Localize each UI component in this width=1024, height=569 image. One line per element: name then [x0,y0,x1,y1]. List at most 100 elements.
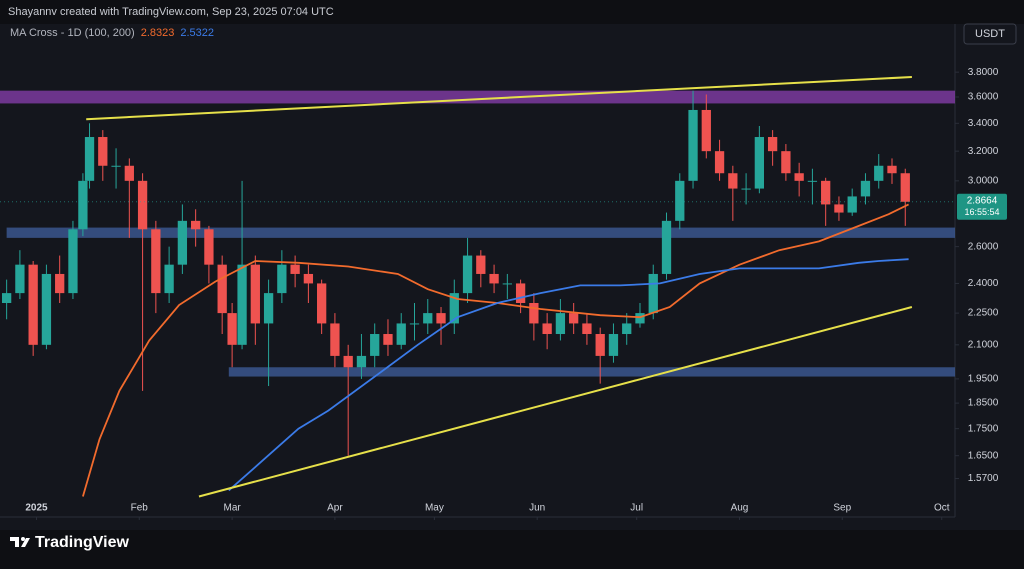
x-tick-label: Apr [327,503,343,514]
candle-body [741,188,751,190]
candle-body [409,323,420,325]
candle-body [622,323,632,335]
candle-body [515,283,526,304]
candle-body [343,355,353,368]
x-tick-label: Aug [731,503,749,514]
candle-body [237,264,247,345]
last-price-label: 2.8664 [967,195,998,206]
candle-body [78,180,88,230]
x-tick-label: Oct [934,503,950,514]
candle-body [436,313,446,324]
y-tick-label: 1.7500 [968,423,999,434]
currency-label[interactable]: USDT [975,28,1005,40]
candle-body [476,255,486,274]
candle-body [164,264,174,294]
candle-body [277,264,287,294]
candle-body [874,165,884,181]
candle-body [489,273,499,284]
logo-text: TradingView [35,534,130,551]
x-tick-label: May [425,503,444,514]
candle-body [98,137,108,166]
candle-body [356,355,367,368]
candle-body [542,323,552,335]
candle-body [821,180,831,205]
candle-body [217,264,227,314]
candle-body [423,313,433,324]
ma-line [82,203,909,497]
currency-box[interactable] [963,23,1017,45]
attribution: Shayannv created with TradingView.com, S… [8,6,334,18]
logo-icon [10,537,19,547]
zone [228,367,955,377]
candle-body [68,229,78,294]
candle-body [794,173,804,181]
candle-body [701,109,711,152]
candle-body [781,151,791,174]
candle-body [608,334,619,356]
candle-body [396,323,406,345]
y-tick-label: 3.0000 [968,175,999,186]
candle-body [28,264,38,345]
candle-body [317,283,327,324]
indicator-name: MA Cross - 1D (100, 200) [10,27,135,39]
candle-body [151,229,161,294]
candle-body [807,180,818,182]
logo-icon-slash [21,538,30,547]
logo: TradingView [10,534,130,551]
y-tick-label: 3.2000 [968,146,999,157]
y-tick-label: 1.5700 [968,473,999,484]
candle-body [754,137,764,189]
candle-body [555,313,566,335]
candle-body [648,273,658,314]
top-strip [0,0,1024,24]
y-tick-label: 1.8500 [968,398,999,409]
candle-body [635,313,645,324]
candle-body [449,293,459,324]
candle-body [714,151,725,174]
x-tick-label: 2025 [25,503,48,514]
candle-body [1,293,12,304]
candle-body [370,334,380,356]
plot-area [0,76,955,498]
y-tick-label: 1.9500 [968,374,999,385]
last-price-box [957,193,1007,220]
candle-body [595,334,605,356]
y-tick-label: 2.6000 [968,241,999,252]
legend-value: 2.8323 [141,27,175,39]
candle-body [303,273,314,284]
candle-body [290,264,300,274]
candle-body [675,180,685,221]
footer-strip [0,530,1024,564]
countdown-label: 16:55:54 [964,207,999,217]
candle-body [860,180,871,197]
candle-body [111,165,121,167]
candle-body [191,220,201,230]
x-tick-label: Jun [529,503,545,514]
x-tick-label: Feb [131,503,149,514]
candle-body [330,323,340,356]
x-tick-label: Sep [833,503,851,514]
y-tick-label: 2.4000 [968,278,999,289]
candle-body [462,255,473,294]
trendline [198,306,913,498]
candle-body [177,220,188,265]
logo-icon-dot [21,537,25,541]
candle-body [728,173,738,189]
candle-body [124,165,134,181]
y-tick-label: 3.4000 [968,118,999,129]
zone [6,227,955,238]
candle-body [847,196,857,213]
y-tick-label: 3.8000 [968,67,999,78]
candle-body [582,323,592,335]
y-tick-label: 3.6000 [968,92,999,103]
candle-body [834,204,844,213]
candle-body [15,264,25,294]
candle-body [688,109,698,181]
candle-body [529,303,539,324]
candle-body [887,165,897,174]
candle-body [204,229,214,265]
candle-body [767,137,778,152]
zone [0,90,955,104]
legend-value: 2.5322 [180,27,214,39]
